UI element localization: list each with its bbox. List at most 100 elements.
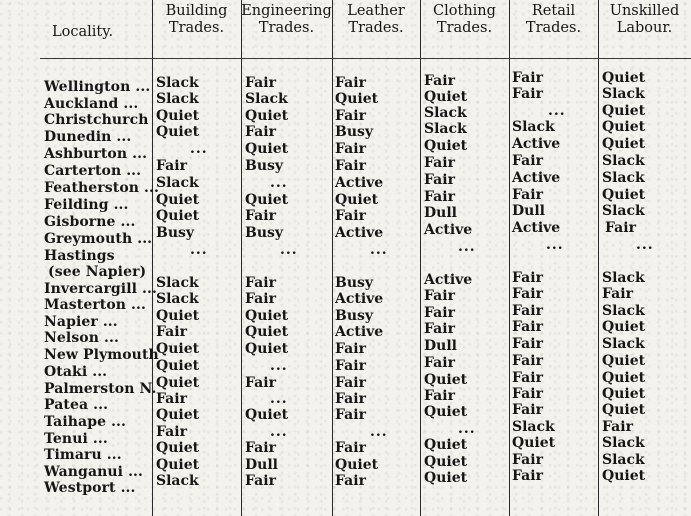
locality-gisborne: Gisborne ... [44,214,136,230]
locality-patea: Patea ... [44,397,109,413]
cell-engineering: ... [270,391,288,407]
locality-hastings-note: (see Napier) [48,264,147,280]
cell-engineering: ... [270,175,288,191]
cell-building: Slack [156,91,199,107]
cell-retail: Dull [512,203,545,219]
cell-building: Slack [156,275,199,291]
cell-engineering: Fair [245,291,276,307]
cell-retail: Fair [512,452,543,468]
cell-engineering: Fair [245,440,276,456]
locality-auckland: Auckland ... [44,96,139,112]
cell-engineering: ... [280,242,298,258]
cell-building: Fair [156,158,187,174]
cell-clothing: Dull [424,205,457,221]
cell-leather: Fair [335,440,366,456]
header-retail: Retail Trades. [525,3,582,36]
cell-unskilled: ... [636,237,654,253]
cell-retail: Fair [512,468,543,484]
cell-building: Quiet [156,375,200,391]
cell-clothing: Fair [424,388,455,404]
cell-engineering: Quiet [245,308,289,324]
cell-retail: Fair [512,370,543,386]
cell-clothing: Quiet [424,437,468,453]
cell-unskilled: Slack [602,86,645,102]
cell-building: Quiet [156,192,200,208]
cell-unskilled: Quiet [602,187,646,203]
cell-building: Slack [156,473,199,489]
cell-clothing: Quiet [424,404,468,420]
cell-retail: Fair [512,386,543,402]
cell-clothing: Fair [424,189,455,205]
cell-building: Quiet [156,358,200,374]
cell-engineering: Quiet [245,141,289,157]
cell-unskilled: Slack [602,153,645,169]
cell-leather: Fair [335,358,366,374]
cell-unskilled: Fair [605,220,636,236]
cell-unskilled: Quiet [602,103,646,119]
cell-leather: Busy [335,308,374,324]
cell-clothing: Active [424,272,473,288]
cell-building: Busy [156,225,195,241]
cell-leather: ... [370,242,388,258]
cell-clothing: Quiet [424,470,468,486]
cell-unskilled: Slack [602,336,645,352]
cell-building: Slack [156,75,199,91]
cell-building: Quiet [156,208,200,224]
cell-leather: Quiet [335,457,379,473]
cell-leather: Active [335,324,384,340]
header-unskilled: Unskilled Labour. [609,3,680,36]
cell-engineering: Quiet [245,108,289,124]
cell-leather: Fair [335,391,366,407]
cell-retail: Active [512,136,561,152]
locality-new-plymouth: New Plymouth [44,347,159,363]
cell-building: Quiet [156,108,200,124]
cell-unskilled: Slack [602,303,645,319]
cell-leather: Active [335,225,384,241]
cell-unskilled: Slack [602,270,645,286]
cell-leather: Fair [335,75,366,91]
cell-clothing: Slack [424,105,467,121]
cell-leather: Fair [335,473,366,489]
cell-clothing: Fair [424,288,455,304]
cell-leather: Busy [335,275,374,291]
cell-engineering: Quiet [245,407,289,423]
locality-napier: Napier ... [44,314,118,330]
locality-ashburton: Ashburton ... [44,146,148,162]
cell-retail: Fair [512,353,543,369]
cell-building: Fair [156,391,187,407]
cell-clothing: Quiet [424,138,468,154]
cell-leather: Fair [335,407,366,423]
cell-leather: Fair [335,375,366,391]
cell-retail: Fair [512,286,543,302]
cell-engineering: Quiet [245,192,289,208]
cell-retail: Fair [512,70,543,86]
cell-unskilled: Quiet [602,370,646,386]
cell-unskilled: Slack [602,170,645,186]
cell-clothing: Dull [424,338,457,354]
cell-clothing: Quiet [424,372,468,388]
cell-engineering: Fair [245,473,276,489]
locality-carterton: Carterton ... [44,163,142,179]
cell-building: Quiet [156,440,200,456]
cell-retail: Active [512,170,561,186]
cell-unskilled: Quiet [602,70,646,86]
cell-building: Quiet [156,341,200,357]
locality-hastings: Hastings [44,248,115,264]
locality-masterton: Masterton ... [44,297,146,313]
cell-engineering: Fair [245,375,276,391]
cell-building: Slack [156,291,199,307]
cell-engineering: Quiet [245,324,289,340]
cell-retail: Slack [512,419,555,435]
locality-westport: Westport ... [44,480,136,496]
cell-engineering: Busy [245,158,284,174]
cell-clothing: Quiet [424,89,468,105]
cell-clothing: Fair [424,172,455,188]
cell-retail: Fair [512,402,543,418]
cell-building: ... [190,141,208,157]
locality-palmerston-north: Palmerston N. [44,381,157,397]
cell-leather: Busy [335,124,374,140]
cell-clothing: Active [424,222,473,238]
cell-retail: Fair [512,319,543,335]
cell-engineering: ... [270,358,288,374]
cell-unskilled: Fair [602,419,633,435]
